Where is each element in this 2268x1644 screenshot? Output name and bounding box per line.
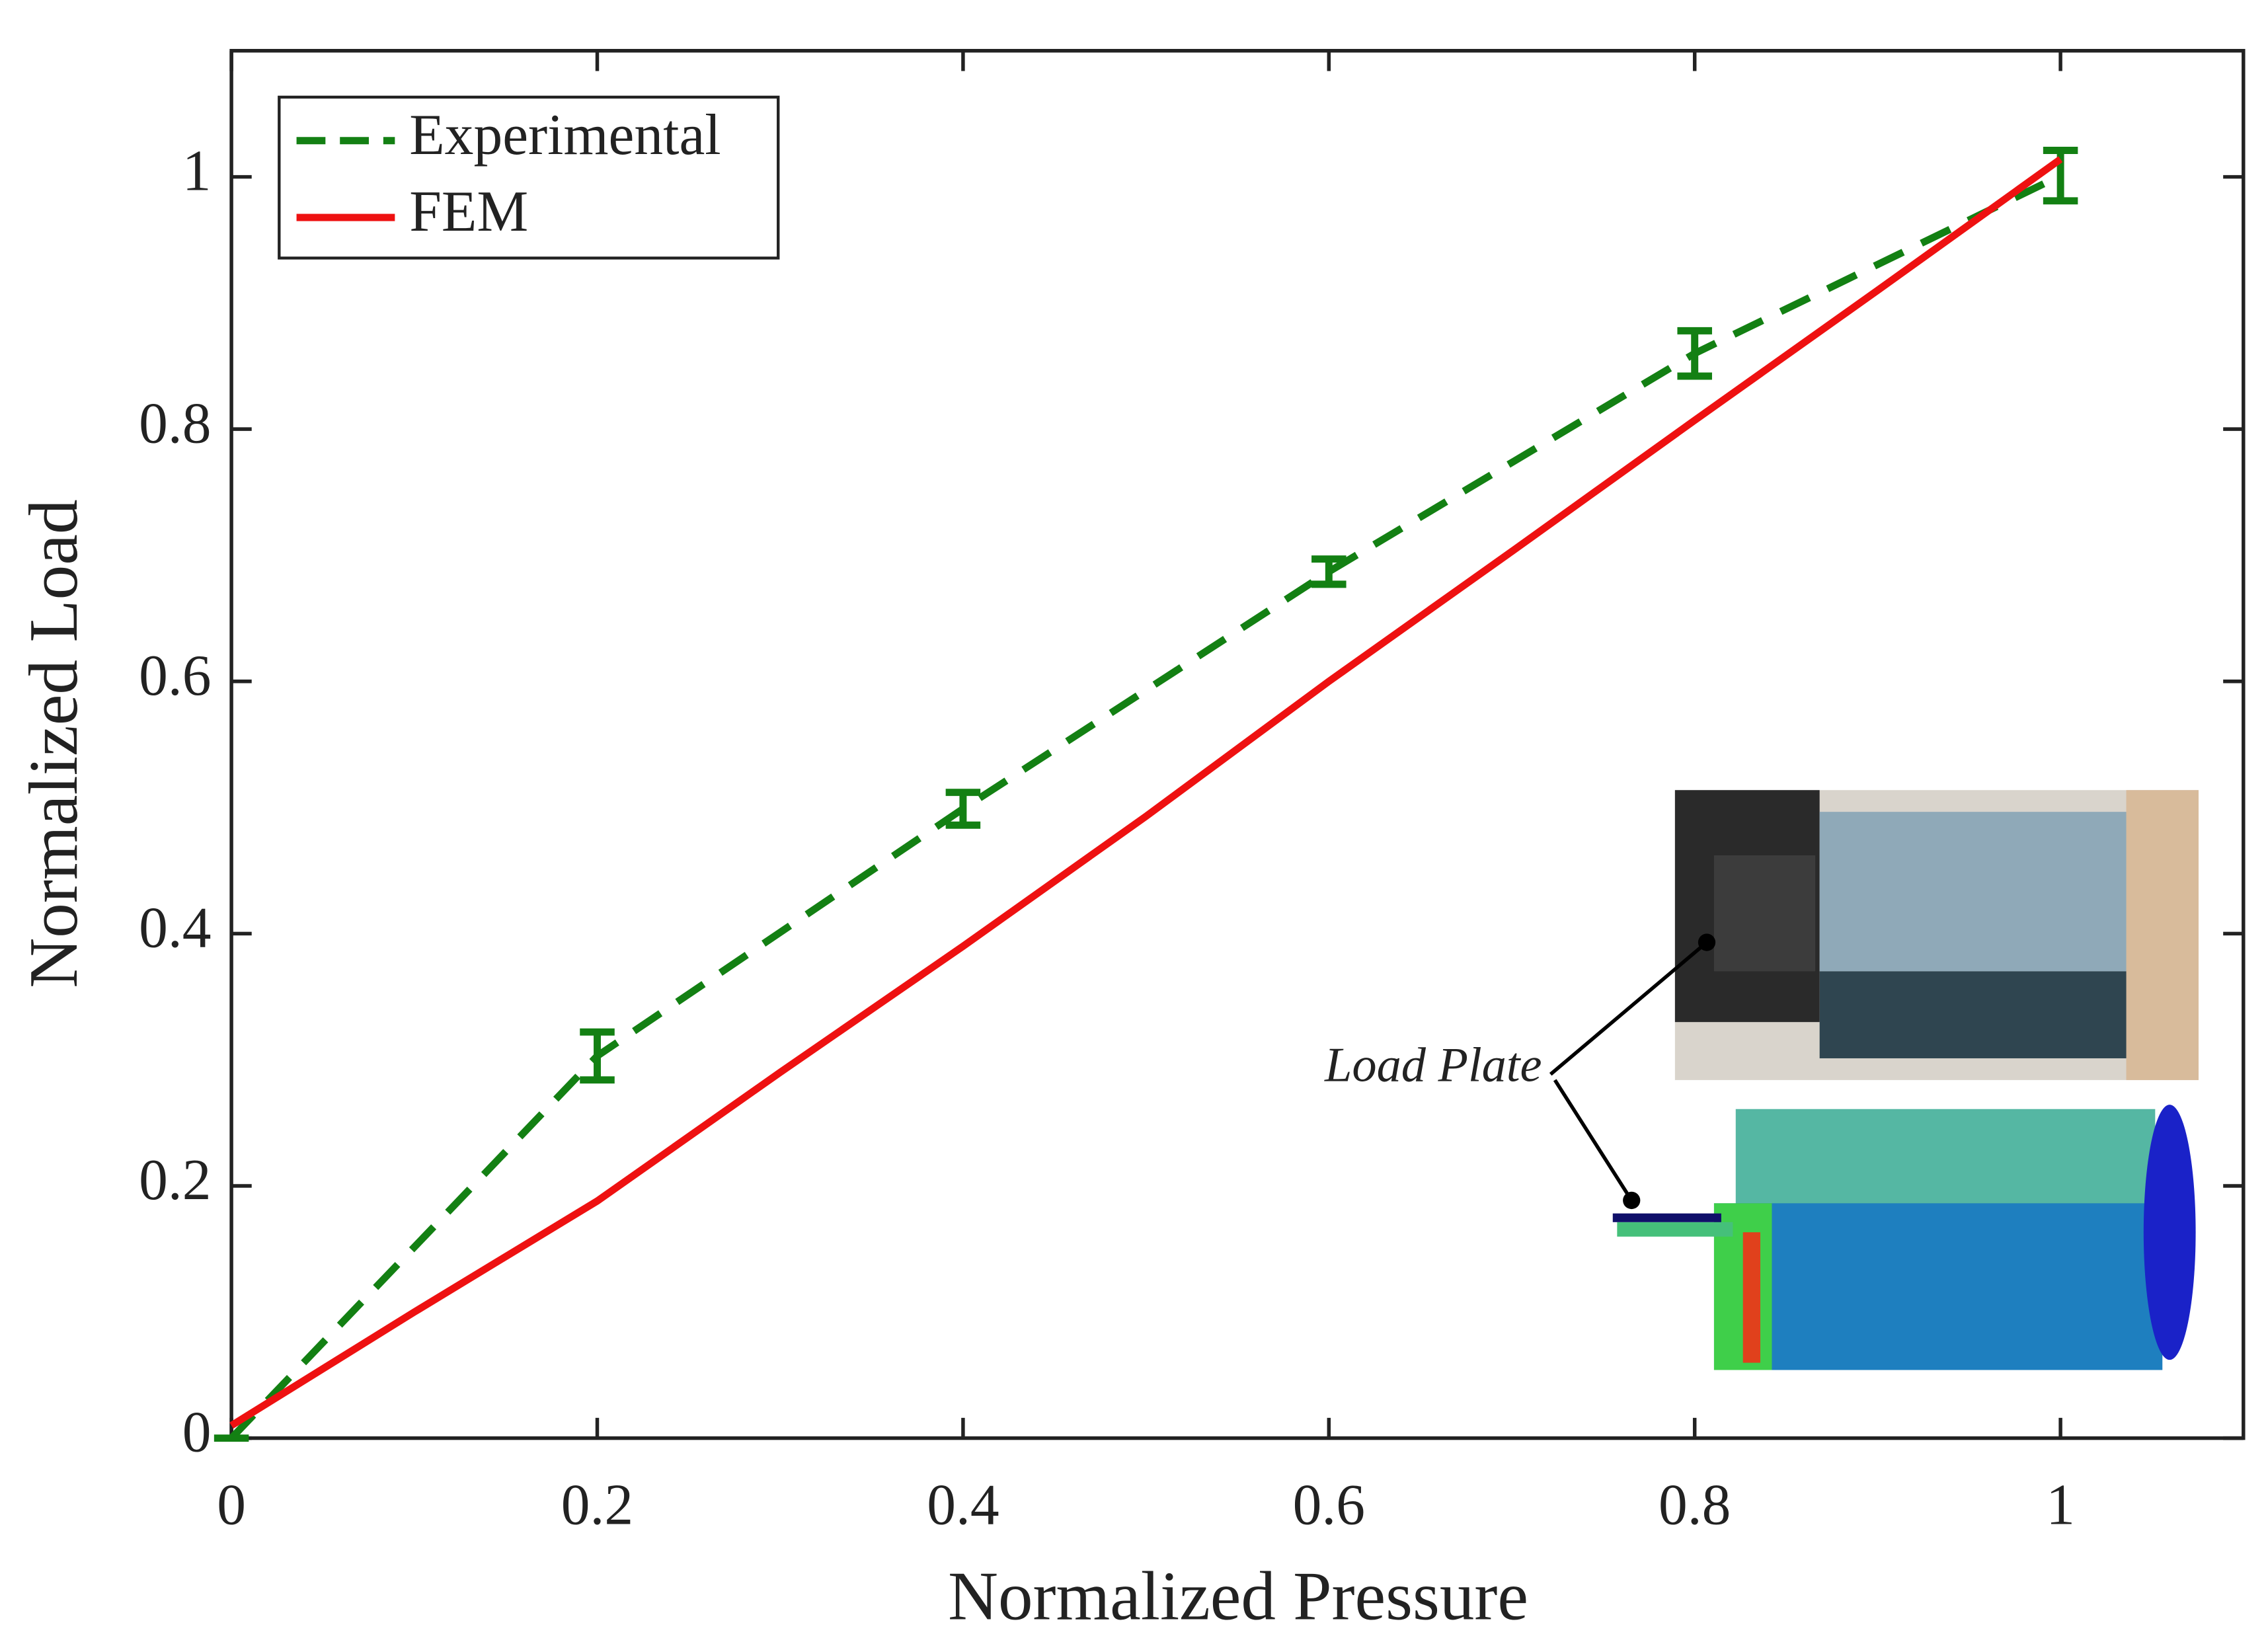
y-axis-label: Normalized Load xyxy=(15,499,92,988)
plot-frame xyxy=(229,49,2246,1440)
series-line xyxy=(229,172,2062,1441)
callout-dot xyxy=(1623,1191,1641,1210)
inset-fem-stress xyxy=(1742,1232,1760,1363)
error-bar xyxy=(2043,147,2078,205)
y-tick-label: 0.2 xyxy=(139,1148,211,1212)
inset-fem-end xyxy=(2143,1105,2196,1360)
error-bar xyxy=(580,1028,615,1084)
x-tick-label: 0 xyxy=(217,1472,246,1536)
error-bar xyxy=(1311,555,1347,588)
inset-fem-fins xyxy=(1735,1109,2156,1218)
y-tick-label: 0 xyxy=(182,1400,212,1464)
callout-line xyxy=(1549,941,1708,1076)
inset-photo-actuator xyxy=(1819,812,2181,972)
annotation: Load Plate xyxy=(1324,1038,1542,1093)
y-tick-label: 0.6 xyxy=(139,643,211,707)
inset-photo-bellows xyxy=(1819,971,2181,1058)
y-tick-label: 0.8 xyxy=(139,391,211,455)
callout-line xyxy=(1553,1079,1633,1202)
legend-label: FEM xyxy=(409,179,528,243)
inset-fem-plate xyxy=(1617,1222,1733,1237)
x-tick-label: 0.2 xyxy=(561,1472,633,1536)
inset-load-plate xyxy=(1612,1213,1721,1222)
inset-photo-load-cell xyxy=(1713,855,1816,972)
x-tick-label: 1 xyxy=(2046,1472,2075,1536)
error-bar xyxy=(945,789,981,829)
y-tick-label: 0.4 xyxy=(139,895,211,959)
legend-label: Experimental xyxy=(409,102,721,167)
callout-dot xyxy=(1698,933,1716,951)
legend-box xyxy=(278,95,780,260)
y-tick-label: 1 xyxy=(182,139,212,203)
inset-image: Load Plate xyxy=(1324,790,2199,1370)
series-line xyxy=(229,156,2063,1429)
error-bar xyxy=(1677,327,1712,380)
x-tick-label: 0.6 xyxy=(1293,1472,1365,1536)
x-axis-label: Normalized Pressure xyxy=(948,1557,1528,1635)
x-tick-label: 0.4 xyxy=(927,1472,999,1536)
inset-photo-wall xyxy=(2126,790,2199,1080)
inset-fem-body xyxy=(1713,1203,2163,1370)
x-tick-label: 0.8 xyxy=(1659,1472,1731,1536)
